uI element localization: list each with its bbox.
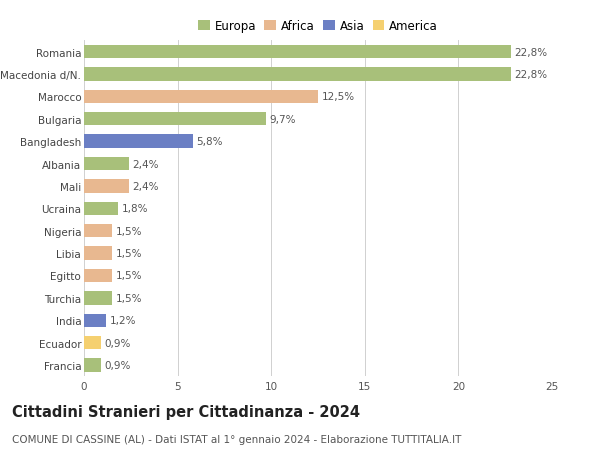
Bar bbox=[84, 68, 511, 82]
Text: 12,5%: 12,5% bbox=[322, 92, 355, 102]
Bar bbox=[84, 269, 112, 283]
Legend: Europa, Africa, Asia, America: Europa, Africa, Asia, America bbox=[193, 15, 443, 38]
Bar bbox=[84, 358, 101, 372]
Text: 9,7%: 9,7% bbox=[269, 114, 296, 124]
Text: 22,8%: 22,8% bbox=[515, 70, 548, 80]
Text: 5,8%: 5,8% bbox=[196, 137, 223, 147]
Text: 1,2%: 1,2% bbox=[110, 315, 137, 325]
Text: 1,5%: 1,5% bbox=[116, 226, 142, 236]
Text: 2,4%: 2,4% bbox=[133, 181, 159, 191]
Text: 0,9%: 0,9% bbox=[104, 338, 131, 348]
Text: 0,9%: 0,9% bbox=[104, 360, 131, 370]
Bar bbox=[84, 46, 511, 59]
Text: 2,4%: 2,4% bbox=[133, 159, 159, 169]
Bar bbox=[84, 314, 106, 327]
Text: 1,5%: 1,5% bbox=[116, 271, 142, 281]
Bar bbox=[84, 157, 129, 171]
Bar bbox=[84, 202, 118, 216]
Bar bbox=[84, 291, 112, 305]
Bar bbox=[84, 224, 112, 238]
Text: Cittadini Stranieri per Cittadinanza - 2024: Cittadini Stranieri per Cittadinanza - 2… bbox=[12, 404, 360, 419]
Bar bbox=[84, 90, 318, 104]
Bar bbox=[84, 135, 193, 149]
Text: 1,8%: 1,8% bbox=[121, 204, 148, 214]
Bar bbox=[84, 180, 129, 193]
Bar bbox=[84, 113, 266, 126]
Text: COMUNE DI CASSINE (AL) - Dati ISTAT al 1° gennaio 2024 - Elaborazione TUTTITALIA: COMUNE DI CASSINE (AL) - Dati ISTAT al 1… bbox=[12, 434, 461, 444]
Text: 22,8%: 22,8% bbox=[515, 47, 548, 57]
Bar bbox=[84, 336, 101, 350]
Text: 1,5%: 1,5% bbox=[116, 248, 142, 258]
Text: 1,5%: 1,5% bbox=[116, 293, 142, 303]
Bar bbox=[84, 247, 112, 260]
